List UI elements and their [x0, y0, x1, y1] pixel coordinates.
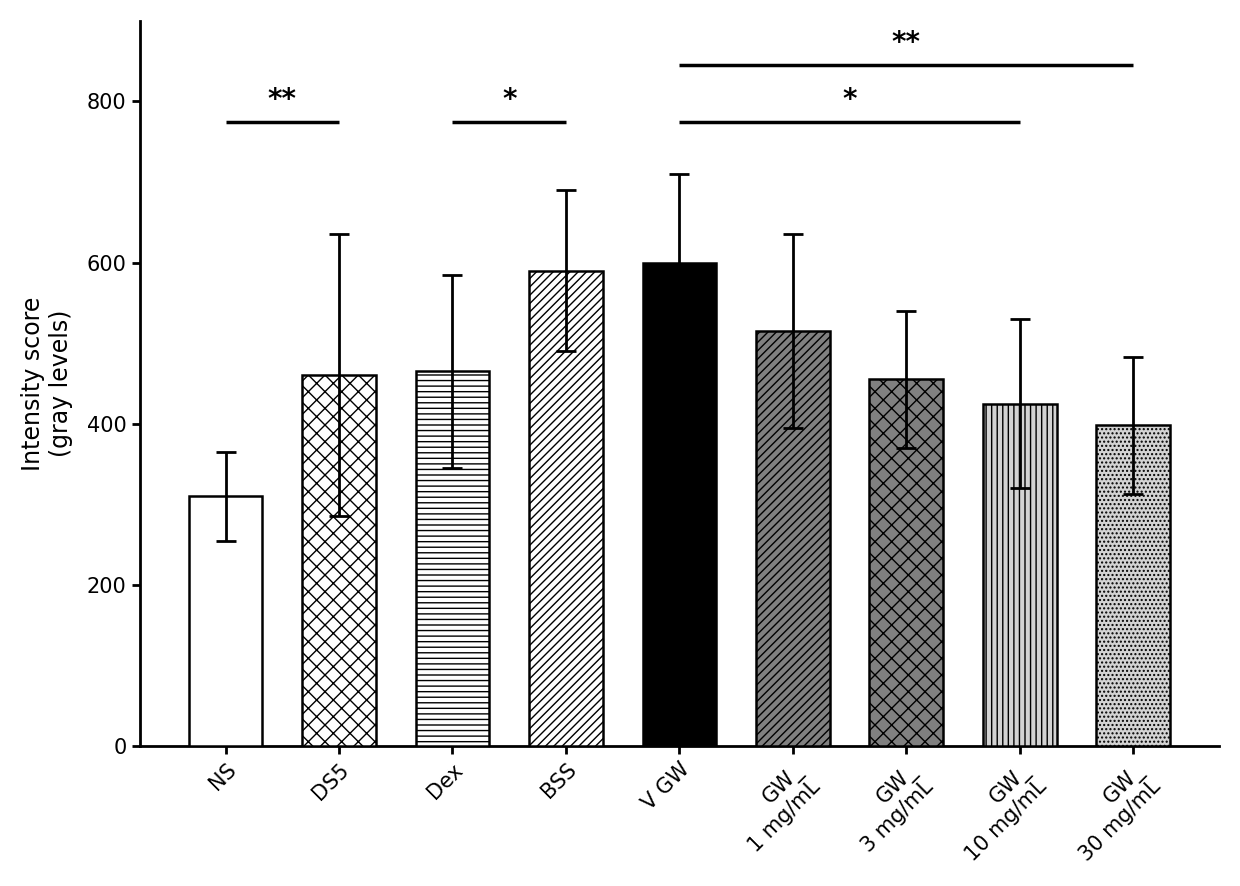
- Text: *: *: [502, 86, 516, 113]
- Bar: [983, 404, 1056, 746]
- Bar: [642, 262, 717, 746]
- Bar: [756, 331, 830, 746]
- Bar: [188, 496, 263, 746]
- Bar: [869, 379, 944, 746]
- Text: **: **: [892, 29, 921, 57]
- Bar: [1096, 425, 1171, 746]
- Bar: [529, 270, 603, 746]
- Bar: [303, 376, 376, 746]
- Bar: [415, 371, 490, 746]
- Y-axis label: Intensity score
(gray levels): Intensity score (gray levels): [21, 296, 73, 470]
- Text: **: **: [268, 86, 296, 113]
- Text: *: *: [842, 86, 857, 113]
